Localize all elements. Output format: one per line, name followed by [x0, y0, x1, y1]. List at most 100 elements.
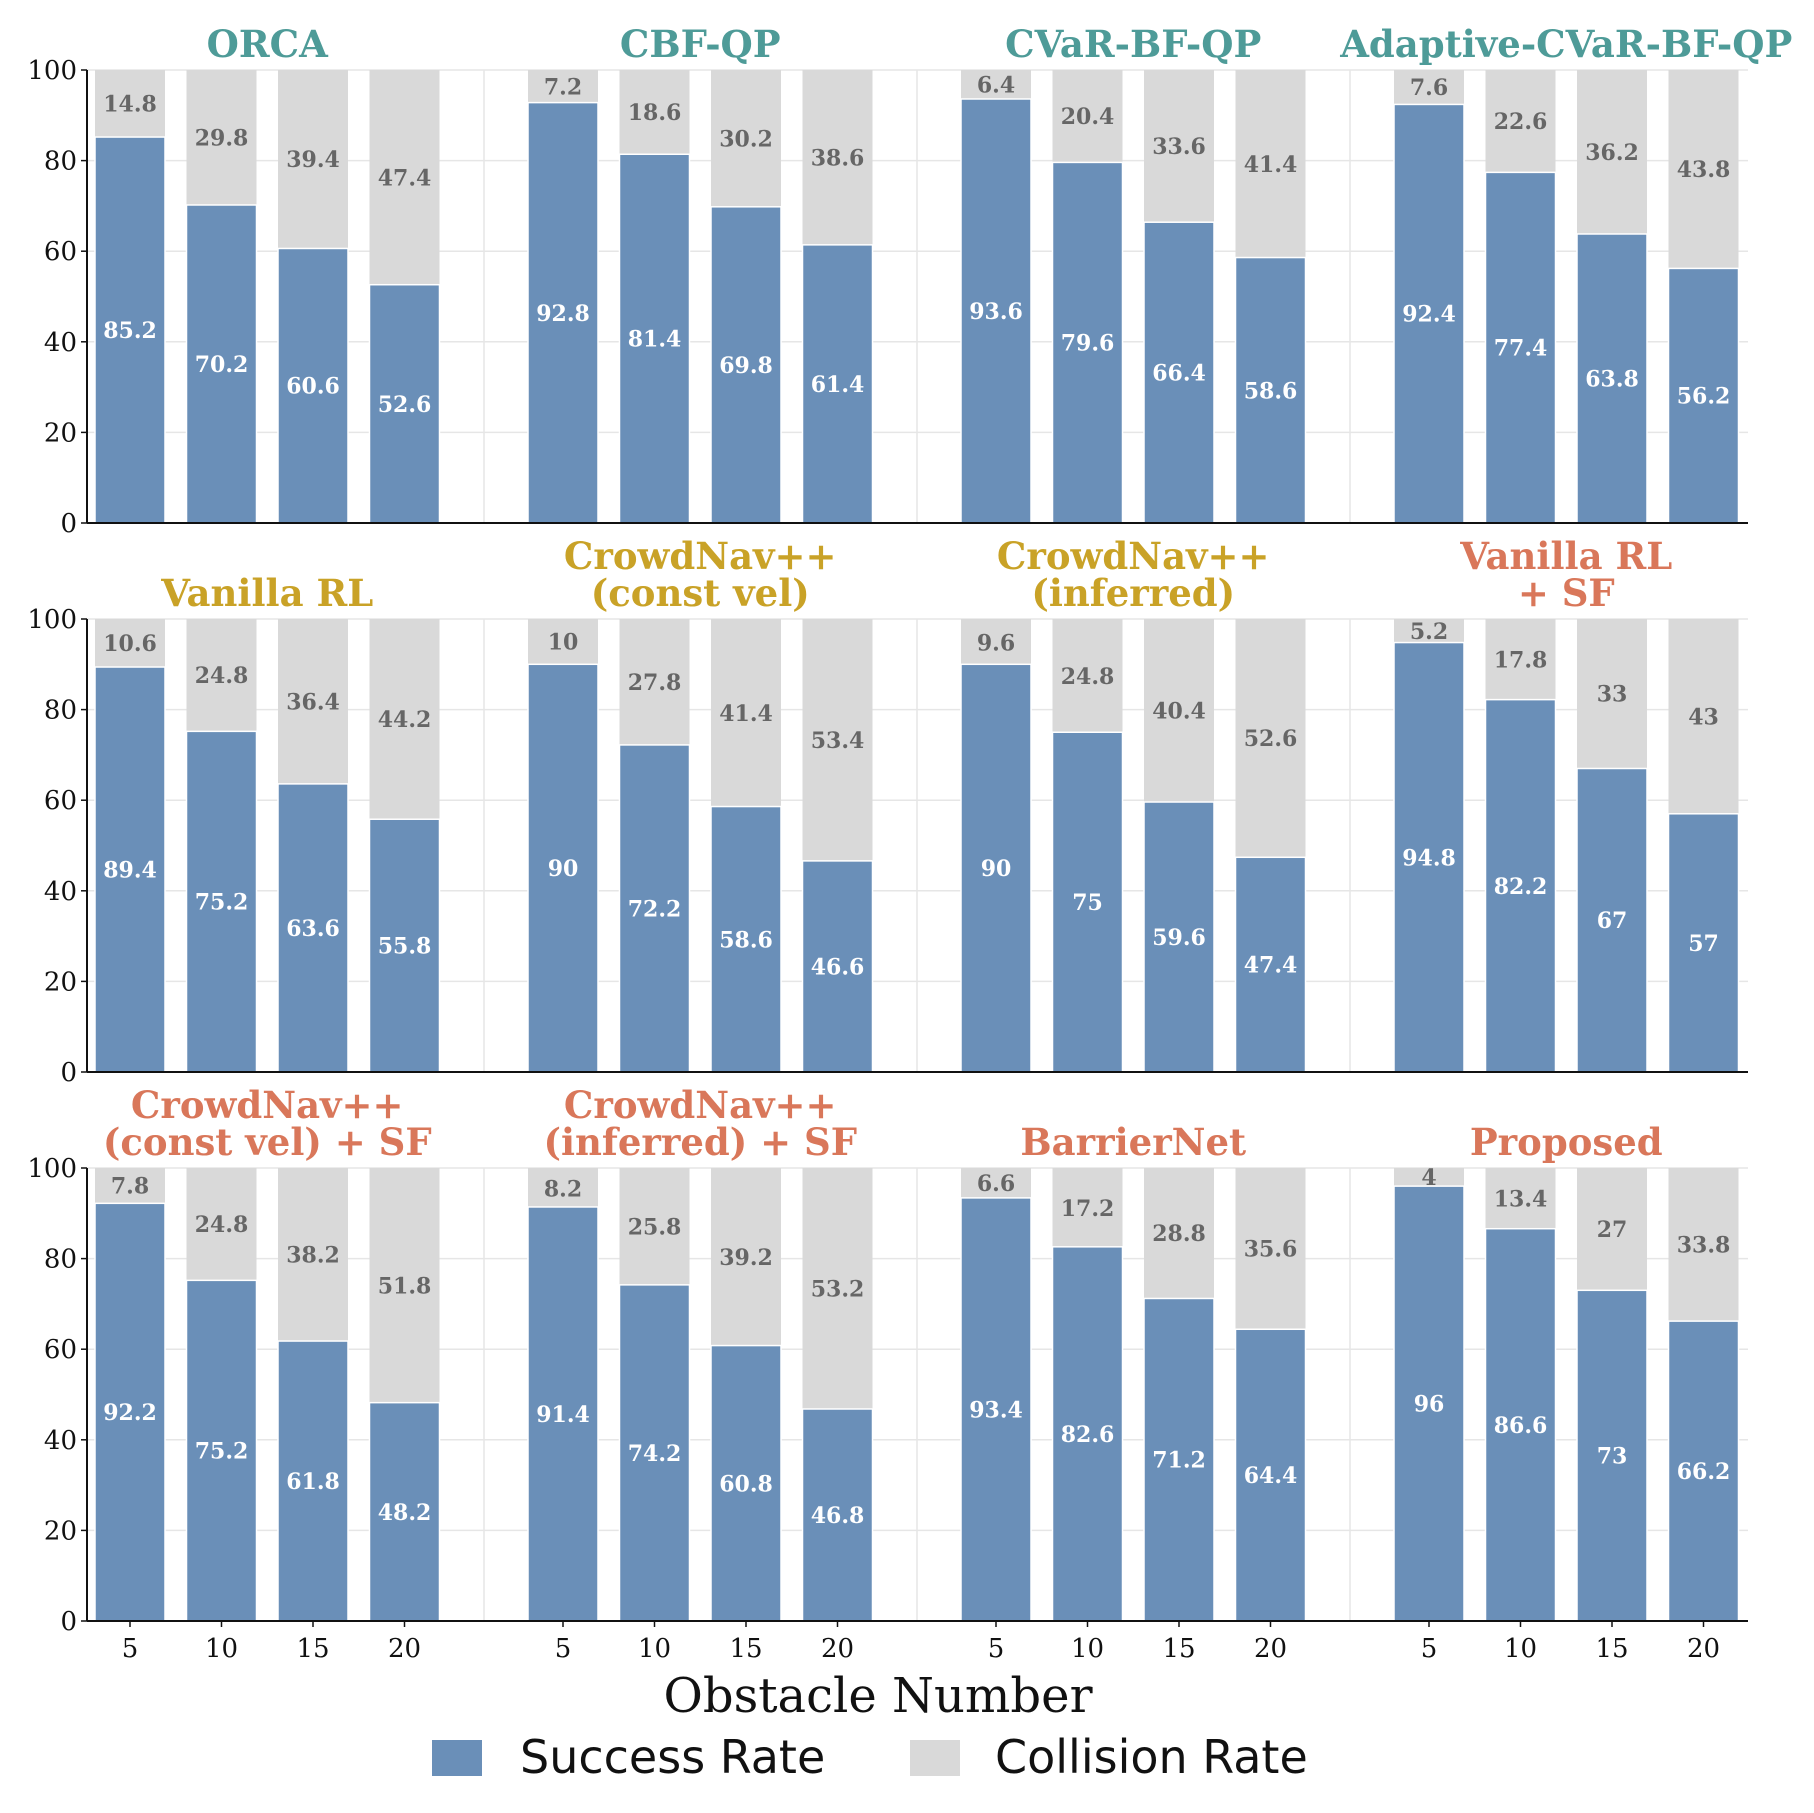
collision-bar	[619, 1168, 690, 1285]
collision-bar	[95, 70, 165, 138]
collision-value-label: 27.8	[628, 670, 682, 696]
success-bar	[1484, 698, 1557, 1073]
success-bar	[1667, 267, 1740, 524]
success-bar	[710, 1344, 782, 1622]
collision-bar	[711, 1168, 781, 1346]
success-bar	[710, 805, 782, 1073]
method-group: 94.8 5.2 82.2 17.8 67 33 57 43 Vanilla RL+ SF	[1393, 534, 1740, 1073]
x-tick-label: 15	[1595, 1634, 1628, 1664]
collision-bar	[961, 619, 1031, 665]
collision-bar	[369, 1168, 440, 1403]
success-bar	[1667, 813, 1740, 1073]
success-bar	[960, 98, 1032, 524]
collision-value-label: 53.4	[811, 728, 865, 754]
success-bar	[618, 1284, 691, 1622]
y-tick-label: 20	[44, 967, 77, 997]
method-group: 93.6 6.4 79.6 20.4 66.4 33.6 58.6 41.4 CVaR-BF-Q…	[960, 22, 1307, 524]
collision-value-label: 36.2	[1585, 140, 1639, 166]
success-bar	[618, 153, 691, 524]
success-value-label: 63.6	[286, 916, 340, 942]
x-tick-label: 5	[555, 1634, 572, 1664]
success-bar	[1393, 103, 1465, 524]
collision-value-label: 47.4	[378, 165, 432, 191]
collision-bar	[528, 1168, 598, 1207]
collision-value-label: 35.6	[1244, 1237, 1298, 1263]
legend-swatch-collision	[910, 1740, 960, 1776]
success-value-label: 59.6	[1152, 925, 1206, 951]
collision-value-label: 9.6	[977, 631, 1015, 657]
collision-value-label: 38.6	[811, 145, 865, 171]
success-bar	[618, 744, 691, 1073]
collision-value-label: 24.8	[1061, 664, 1115, 690]
success-bar	[185, 730, 258, 1073]
collision-value-label: 52.6	[1244, 726, 1298, 752]
success-value-label: 70.2	[195, 352, 249, 378]
success-value-label: 61.4	[811, 372, 865, 398]
collision-bar	[1144, 619, 1214, 803]
x-tick-label: 15	[1162, 1634, 1195, 1664]
collision-value-label: 38.2	[286, 1243, 340, 1269]
y-tick-label: 80	[44, 147, 77, 177]
legend: Success Rate Collision Rate	[432, 1730, 1308, 1784]
success-value-label: 75.2	[195, 1439, 249, 1465]
collision-value-label: 18.6	[628, 100, 682, 126]
collision-bar	[528, 619, 598, 665]
success-value-label: 77.4	[1494, 336, 1548, 362]
collision-value-label: 6.4	[977, 72, 1015, 98]
success-value-label: 89.4	[103, 858, 157, 884]
collision-value-label: 4	[1421, 1165, 1436, 1191]
subplot-title: Vanilla RL	[160, 571, 373, 615]
collision-value-label: 10.6	[103, 631, 157, 657]
collision-bar	[1577, 619, 1647, 769]
success-bar	[801, 860, 874, 1073]
y-tick-label: 60	[44, 786, 77, 816]
y-tick-label: 20	[44, 1516, 77, 1546]
collision-bar	[802, 70, 873, 245]
collision-bar	[1144, 70, 1214, 223]
method-group: 96 4 86.6 13.4 73 27 66.2 33.8 Proposed 5 10 15 20	[1393, 1120, 1740, 1664]
subplot-title: + SF	[1518, 571, 1615, 615]
subplot-title: CrowdNav++	[997, 534, 1270, 578]
collision-bar	[1394, 619, 1464, 643]
collision-bar	[1394, 70, 1464, 105]
success-bar	[368, 1401, 441, 1622]
success-bar	[185, 1279, 258, 1622]
collision-value-label: 17.8	[1494, 647, 1548, 673]
collision-value-label: 30.2	[719, 126, 773, 152]
subplot-title: (const vel) + SF	[103, 1120, 432, 1164]
collision-value-label: 33.6	[1152, 134, 1206, 160]
collision-bar	[278, 1168, 348, 1342]
collision-bar	[1052, 1168, 1123, 1247]
method-group: 85.2 14.8 70.2 29.8 60.6 39.4 52.6 47.4 ORCA	[94, 22, 441, 524]
success-bar	[1484, 171, 1557, 524]
success-value-label: 69.8	[719, 353, 773, 379]
success-value-label: 56.2	[1677, 384, 1731, 410]
success-bar	[527, 663, 599, 1073]
collision-bar	[528, 70, 598, 103]
collision-value-label: 24.8	[195, 1212, 249, 1238]
success-value-label: 91.4	[536, 1402, 590, 1428]
subplot-title: (const vel)	[591, 571, 810, 615]
subplot-title: ORCA	[207, 22, 329, 66]
x-tick-label: 20	[1687, 1634, 1720, 1664]
method-group: 89.4 10.6 75.2 24.8 63.6 36.4 55.8 44.2 Vanilla …	[94, 571, 441, 1073]
x-tick-label: 10	[1504, 1634, 1537, 1664]
collision-bar	[961, 70, 1031, 99]
success-bar	[94, 1202, 166, 1622]
method-group: 90 10 72.2 27.8 58.6 41.4 46.6 53.4 CrowdNav++(c…	[527, 534, 874, 1073]
collision-bar	[619, 619, 690, 745]
collision-value-label: 8.2	[544, 1176, 582, 1202]
subplot-title: (inferred)	[1031, 571, 1235, 615]
success-value-label: 90	[548, 856, 579, 882]
success-bar	[801, 1408, 874, 1622]
success-bar	[1393, 641, 1465, 1073]
subplot-title: CrowdNav++	[564, 1083, 837, 1127]
y-tick-label: 80	[44, 1245, 77, 1275]
collision-value-label: 41.4	[1244, 152, 1298, 178]
success-bar	[960, 663, 1032, 1073]
collision-bar	[802, 619, 873, 861]
collision-value-label: 13.4	[1494, 1186, 1548, 1212]
collision-bar	[619, 70, 690, 155]
collision-bar	[961, 1168, 1031, 1198]
collision-value-label: 7.8	[111, 1174, 149, 1200]
